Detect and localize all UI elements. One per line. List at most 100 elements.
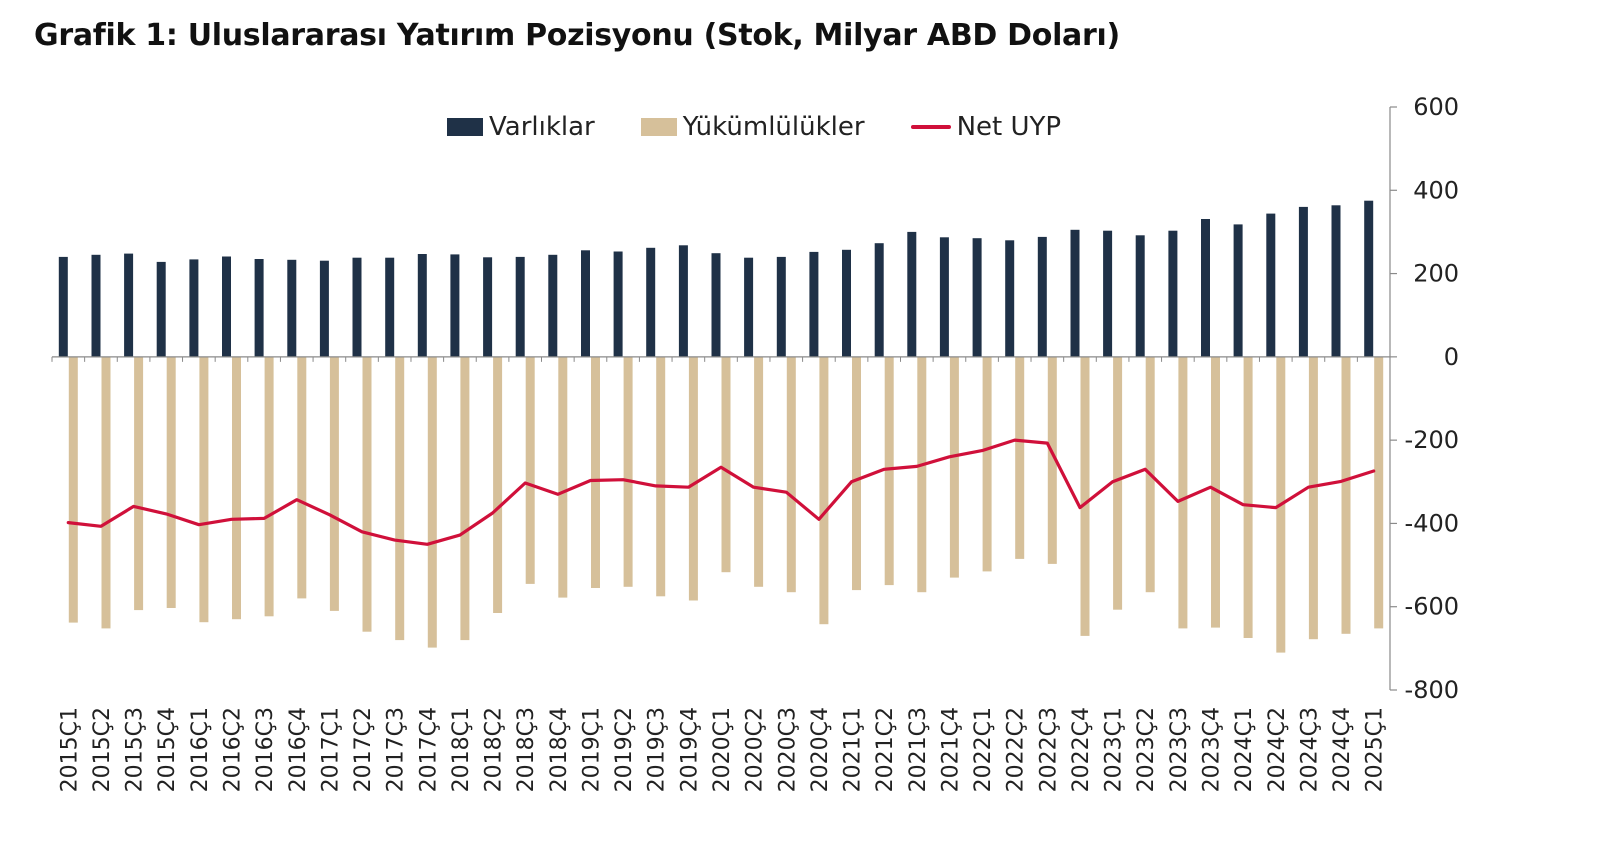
x-tick-label: 2024Ç1 xyxy=(1232,707,1257,792)
x-tick-label: 2023Ç4 xyxy=(1200,707,1225,792)
x-tick-label: 2018Ç4 xyxy=(547,707,572,792)
bar-liabilities-2023Ç1 xyxy=(1113,356,1123,610)
legend-label-liabilities: Yükümlülükler xyxy=(682,112,865,142)
bar-liabilities-2024Ç4 xyxy=(1341,356,1351,634)
bar-liabilities-2019Ç2 xyxy=(623,356,633,587)
bar-liabilities-2024Ç3 xyxy=(1308,356,1318,640)
bar-liabilities-2017Ç2 xyxy=(362,356,372,632)
bar-liabilities-2023Ç4 xyxy=(1211,356,1220,628)
x-tick-label: 2017Ç2 xyxy=(351,707,376,792)
bar-liabilities-2018Ç2 xyxy=(493,356,503,613)
x-tick-label: 2024Ç2 xyxy=(1265,707,1290,792)
bar-liabilities-2018Ç3 xyxy=(525,356,535,584)
bar-liabilities-2017Ç3 xyxy=(395,356,405,641)
bar-liabilities-2015Ç2 xyxy=(101,356,111,629)
bar-assets-2021Ç4 xyxy=(939,237,949,357)
x-tick-label: 2025Ç1 xyxy=(1363,707,1388,792)
y-tick-label: 400 xyxy=(1413,176,1459,204)
bar-assets-2017Ç1 xyxy=(319,260,329,357)
bar-assets-2015Ç2 xyxy=(91,254,101,357)
bar-liabilities-2016Ç1 xyxy=(199,356,209,623)
bar-liabilities-2020Ç4 xyxy=(819,356,829,625)
bar-assets-2021Ç3 xyxy=(907,231,917,357)
x-tick-label: 2022Ç3 xyxy=(1036,707,1061,792)
bar-assets-2025Ç1 xyxy=(1364,200,1374,357)
bar-liabilities-2020Ç3 xyxy=(786,356,796,593)
bar-assets-2018Ç1 xyxy=(450,254,460,357)
bar-assets-2016Ç4 xyxy=(287,259,297,357)
bar-liabilities-2015Ç1 xyxy=(68,356,78,623)
bar-liabilities-2018Ç1 xyxy=(460,356,470,641)
bar-assets-2022Ç3 xyxy=(1037,236,1047,357)
bar-liabilities-2022Ç1 xyxy=(982,356,992,572)
bar-liabilities-2016Ç2 xyxy=(232,356,241,620)
bar-liabilities-2019Ç3 xyxy=(656,356,666,597)
legend-item-liabilities: Yükümlülükler xyxy=(640,112,865,142)
bar-assets-2016Ç3 xyxy=(254,259,264,357)
bar-assets-2017Ç2 xyxy=(352,257,362,357)
y-tick-label: -600 xyxy=(1405,593,1459,621)
bar-liabilities-2017Ç4 xyxy=(427,356,437,648)
bar-assets-2020Ç2 xyxy=(744,257,754,357)
bar-assets-2023Ç2 xyxy=(1135,235,1145,357)
x-tick-label: 2020Ç1 xyxy=(710,707,735,792)
x-tick-label: 2023Ç1 xyxy=(1102,707,1127,792)
legend-item-net: Net UYP xyxy=(910,112,1061,142)
chart-title: Grafik 1: Uluslararası Yatırım Pozisyonu… xyxy=(34,18,1120,53)
x-tick-label: 2017Ç1 xyxy=(318,707,343,792)
bar-liabilities-2019Ç4 xyxy=(688,356,698,601)
series-line-net-uyp xyxy=(66,438,1376,546)
x-tick-label: 2019Ç4 xyxy=(677,707,702,792)
bar-assets-2018Ç3 xyxy=(515,256,525,357)
bar-liabilities-2021Ç2 xyxy=(884,356,894,586)
bar-liabilities-2020Ç1 xyxy=(721,356,731,573)
x-tick-label: 2016Ç1 xyxy=(188,707,213,792)
x-tick-label: 2024Ç4 xyxy=(1330,707,1355,792)
bar-assets-2024Ç4 xyxy=(1331,205,1341,357)
x-tick-label: 2021Ç4 xyxy=(938,707,963,792)
x-tick-label: 2022Ç4 xyxy=(1069,707,1094,792)
x-tick-label: 2019Ç3 xyxy=(645,707,670,792)
bar-assets-2020Ç3 xyxy=(776,256,786,357)
x-tick-label: 2018Ç1 xyxy=(449,707,474,792)
bar-assets-2019Ç3 xyxy=(646,247,656,357)
bar-liabilities-2022Ç2 xyxy=(1015,356,1025,559)
bar-assets-2022Ç1 xyxy=(972,238,982,357)
bar-liabilities-2021Ç4 xyxy=(949,356,959,578)
bar-assets-2015Ç1 xyxy=(58,256,68,357)
bar-liabilities-2023Ç3 xyxy=(1178,356,1188,629)
x-tick-label: 2018Ç3 xyxy=(514,707,539,792)
bar-assets-2022Ç4 xyxy=(1070,229,1080,357)
x-tick-label: 2015Ç3 xyxy=(123,707,148,792)
bar-liabilities-2016Ç4 xyxy=(297,356,307,599)
legend-item-assets: Varlıklar xyxy=(447,112,595,142)
y-tick-label: 0 xyxy=(1444,343,1459,371)
bar-liabilities-2021Ç1 xyxy=(852,356,861,591)
bar-liabilities-2020Ç2 xyxy=(754,356,764,587)
bar-assets-2015Ç3 xyxy=(124,253,134,357)
x-tick-label: 2017Ç3 xyxy=(384,707,409,792)
x-tick-label: 2018Ç2 xyxy=(482,707,507,792)
bar-liabilities-2015Ç3 xyxy=(134,356,144,611)
bar-assets-2019Ç1 xyxy=(581,250,590,357)
x-tick-label: 2017Ç4 xyxy=(416,707,441,792)
legend-swatch-net xyxy=(910,125,951,129)
bar-assets-2019Ç2 xyxy=(613,251,623,357)
bar-liabilities-2016Ç3 xyxy=(264,356,274,617)
bar-liabilities-2025Ç1 xyxy=(1374,356,1384,629)
x-tick-label: 2016Ç4 xyxy=(286,707,311,792)
x-tick-label: 2024Ç3 xyxy=(1297,707,1322,792)
bar-assets-2024Ç1 xyxy=(1233,224,1243,357)
chart-legend: Varlıklar Yükümlülükler Net UYP xyxy=(447,112,1107,142)
x-tick-label: 2021Ç3 xyxy=(906,707,931,792)
x-tick-label: 2016Ç3 xyxy=(253,707,278,792)
y-tick-label: -400 xyxy=(1405,509,1459,537)
bar-assets-2022Ç2 xyxy=(1005,240,1015,357)
legend-swatch-assets xyxy=(447,118,483,136)
bar-assets-2021Ç1 xyxy=(842,249,851,357)
x-tick-label: 2022Ç1 xyxy=(971,707,996,792)
bar-assets-2024Ç2 xyxy=(1266,213,1276,357)
bar-assets-2015Ç4 xyxy=(156,261,166,357)
bar-assets-2021Ç2 xyxy=(874,243,884,357)
